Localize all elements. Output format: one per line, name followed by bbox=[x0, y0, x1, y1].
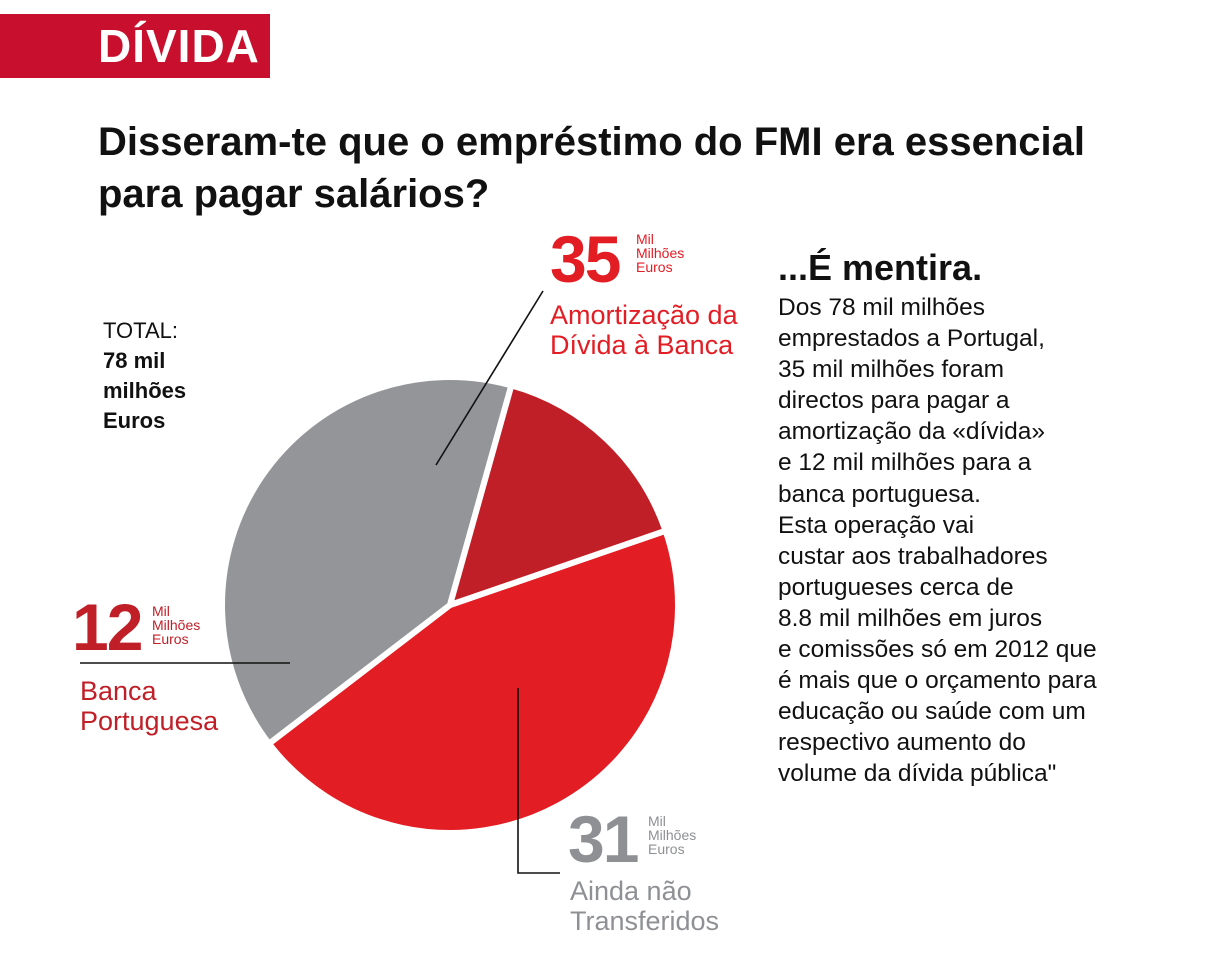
side-body: Dos 78 mil milhões emprestados a Portuga… bbox=[778, 294, 1097, 788]
slice-unit-amortizacao: Mil Milhões Euros bbox=[636, 231, 685, 275]
pie-slice-banca bbox=[447, 382, 669, 608]
leader-lines bbox=[80, 290, 560, 874]
slice-value-ainda: 31 bbox=[568, 802, 639, 876]
slice-label-banca: 12 Mil Milhões Euros Banca Portuguesa bbox=[72, 590, 218, 736]
slice-unit-banca: Mil Milhões Euros bbox=[152, 603, 201, 647]
slice-name-amortizacao: Amortização da Dívida à Banca bbox=[550, 300, 738, 360]
slice-value-banca: 12 bbox=[72, 590, 143, 664]
side-text: ...É mentira. Dos 78 mil milhões emprest… bbox=[778, 248, 1208, 790]
section-tag: DÍVIDA bbox=[0, 14, 270, 78]
pie-slices bbox=[219, 374, 681, 836]
leader-line-ainda bbox=[517, 688, 560, 874]
slice-name-banca: Banca Portuguesa bbox=[80, 676, 219, 736]
side-heading: ...É mentira. bbox=[778, 247, 983, 288]
leader-line-amortizacao bbox=[435, 290, 544, 466]
slice-unit-ainda: Mil Milhões Euros bbox=[648, 813, 697, 857]
headline: Disseram-te que o empréstimo do FMI era … bbox=[98, 120, 1086, 216]
pie-slice-amortizacao bbox=[266, 527, 681, 836]
pie-slice-ainda bbox=[219, 374, 515, 747]
slice-name-ainda: Ainda não Transferidos bbox=[570, 876, 720, 936]
total-label: TOTAL: 78 mil milhões Euros bbox=[103, 316, 213, 436]
slice-value-amortizacao: 35 bbox=[550, 222, 621, 296]
total-caption: TOTAL: bbox=[103, 318, 178, 343]
total-value: 78 mil milhões Euros bbox=[103, 348, 187, 433]
slice-label-amortizacao: 35 Mil Milhões Euros Amortização da Dívi… bbox=[550, 222, 738, 360]
slice-label-ainda: 31 Mil Milhões Euros Ainda não Transferi… bbox=[568, 802, 719, 936]
